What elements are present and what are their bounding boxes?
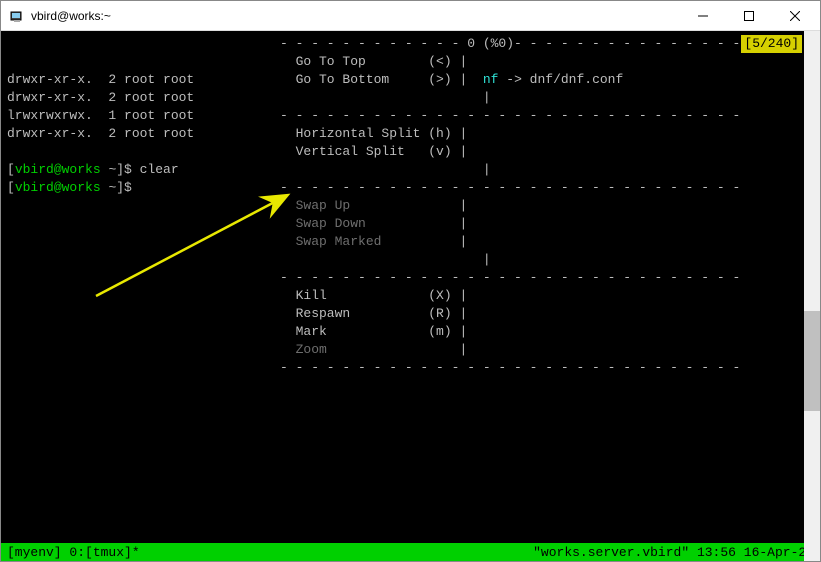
menu-line[interactable]: | [280, 251, 740, 269]
close-button[interactable] [772, 1, 818, 30]
menu-line[interactable]: Go To Bottom (>) | nf -> dnf/dnf.conf [280, 71, 740, 89]
menu-line[interactable]: - - - - - - - - - - - - - - - - - - - - … [280, 179, 740, 197]
menu-line[interactable]: Horizontal Split (h) | [280, 125, 740, 143]
scroll-thumb[interactable] [804, 311, 820, 411]
status-left: [myenv] 0:[tmux]* [7, 545, 533, 560]
menu-line[interactable]: | [280, 89, 740, 107]
menu-line[interactable]: - - - - - - - - - - - - - - - - - - - - … [280, 269, 740, 287]
putty-window: vbird@works:~ [5/240] drwxr-xr-x. 2 root… [0, 0, 821, 562]
menu-line[interactable]: | [280, 161, 740, 179]
menu-line: Swap Marked | [280, 233, 740, 251]
window-controls [680, 1, 818, 30]
menu-line[interactable]: - - - - - - - - - - - - - - - - - - - - … [280, 107, 740, 125]
titlebar: vbird@works:~ [1, 1, 820, 31]
menu-line[interactable]: Respawn (R) | [280, 305, 740, 323]
putty-icon [9, 8, 25, 24]
menu-line[interactable]: - - - - - - - - - - - - 0 (%0)- - - - - … [280, 35, 740, 53]
menu-line[interactable]: Kill (X) | [280, 287, 740, 305]
maximize-button[interactable] [726, 1, 772, 30]
menu-line[interactable]: Vertical Split (v) | [280, 143, 740, 161]
menu-line[interactable]: Go To Top (<) | [280, 53, 740, 71]
status-time: 13:56 [697, 545, 736, 560]
minimize-button[interactable] [680, 1, 726, 30]
menu-line[interactable]: Mark (m) | [280, 323, 740, 341]
menu-line: Swap Down | [280, 215, 740, 233]
tmux-status-bar: [myenv] 0:[tmux]* "works.server.vbird" 1… [1, 543, 820, 561]
terminal-content: [5/240] drwxr-xr-x. 2 root rootdrwxr-xr-… [1, 31, 820, 561]
menu-line: Zoom | [280, 341, 740, 359]
annotation-arrow-icon [91, 181, 301, 301]
scrollbar[interactable] [804, 31, 820, 561]
menu-line[interactable]: - - - - - - - - - - - - - - - - - - - - … [280, 359, 740, 377]
status-host: "works.server.vbird" [533, 545, 689, 560]
history-position-tag: [5/240] [741, 35, 802, 53]
tmux-pane-menu[interactable]: - - - - - - - - - - - - 0 (%0)- - - - - … [280, 35, 740, 377]
window-title: vbird@works:~ [31, 9, 680, 23]
terminal[interactable]: [5/240] drwxr-xr-x. 2 root rootdrwxr-xr-… [1, 31, 820, 561]
menu-line: Swap Up | [280, 197, 740, 215]
